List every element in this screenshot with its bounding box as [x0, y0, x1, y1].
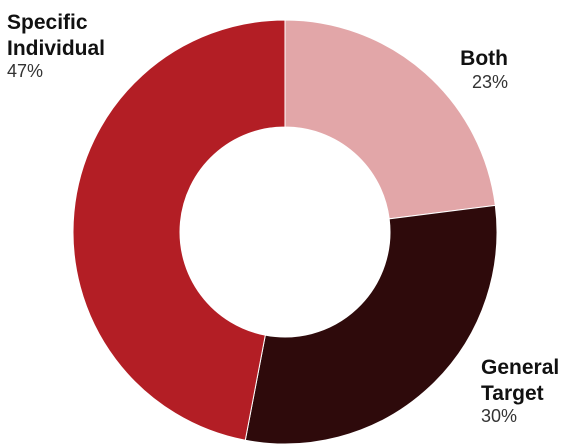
label-general-target-line1: General	[481, 356, 560, 379]
slice-general-target	[244, 204, 498, 444]
label-specific-individual: Specific Individual 47%	[7, 10, 105, 83]
label-specific-individual-line1: Specific	[7, 11, 88, 34]
label-general-target-value: 30%	[481, 406, 518, 427]
label-both-name: Both	[460, 47, 508, 70]
label-both-value: 23%	[471, 71, 508, 92]
label-both: Both 23%	[460, 46, 508, 94]
label-general-target: General Target 30%	[481, 355, 559, 428]
label-specific-individual-value: 47%	[7, 61, 44, 82]
slice-specific-individual	[72, 19, 286, 441]
label-specific-individual-line2: Individual	[7, 36, 106, 60]
slice-both	[284, 19, 496, 220]
label-general-target-line2: Target	[481, 381, 544, 405]
